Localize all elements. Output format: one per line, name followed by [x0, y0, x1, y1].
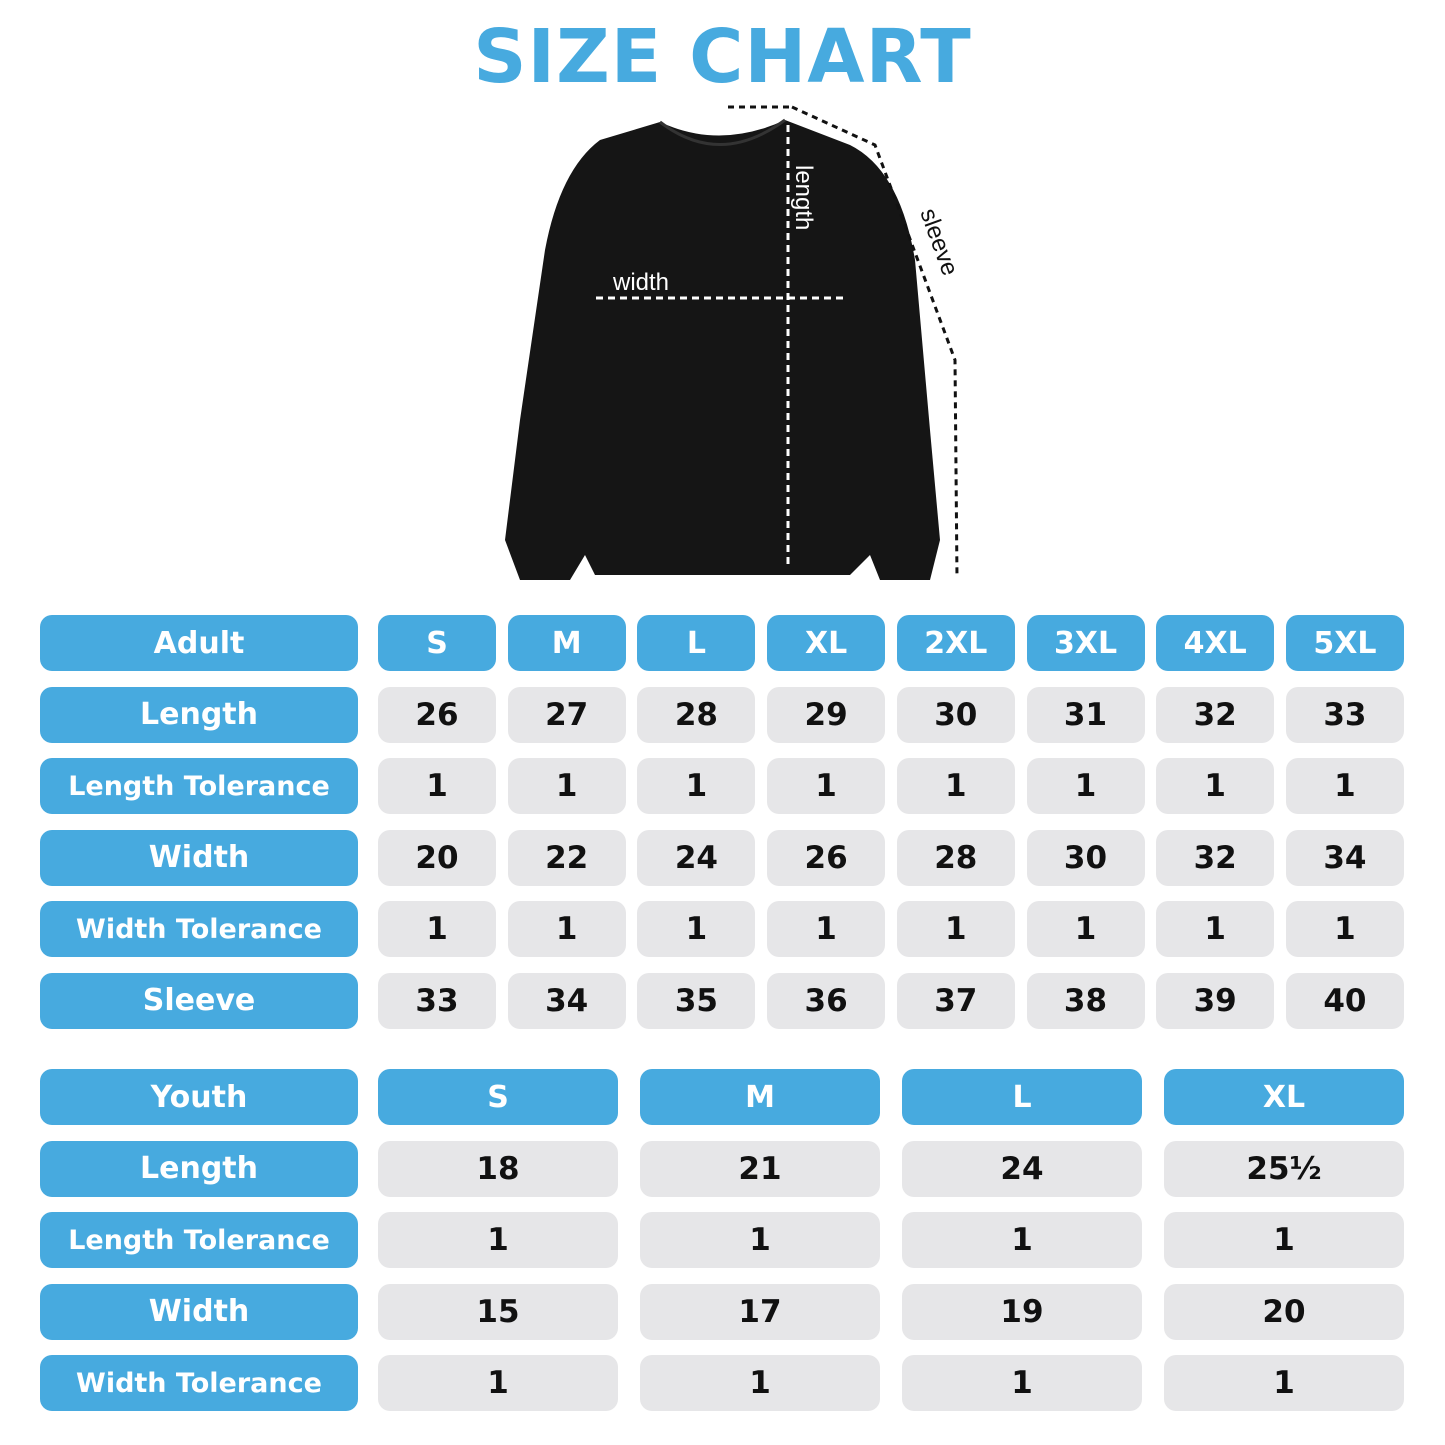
table-cell: 1 [767, 758, 886, 814]
sweater-diagram: width length sleeve [505, 105, 963, 580]
table-cell: 1 [1285, 758, 1404, 814]
table-cell: 27 [507, 686, 626, 743]
table-cell: 1 [1026, 758, 1145, 814]
row-label: Width Tolerance [40, 1355, 358, 1411]
table-cell: 24 [637, 829, 756, 886]
table-cell: 32 [1156, 829, 1275, 886]
table-cell: 20 [1164, 1283, 1404, 1340]
table-cell: 1 [640, 1355, 880, 1411]
table-cell: 37 [896, 972, 1015, 1029]
table-cell: 1 [378, 1212, 618, 1268]
table-cell: 1 [378, 1355, 618, 1411]
row-label: Length Tolerance [40, 1212, 358, 1268]
size-header: 3XL [1026, 615, 1145, 671]
row-label: Length [40, 1140, 358, 1197]
table-cell: 1 [1285, 901, 1404, 957]
table-cell: 30 [896, 686, 1015, 743]
size-header: M [640, 1069, 880, 1125]
table-cell: 32 [1156, 686, 1275, 743]
table-cell: 34 [507, 972, 626, 1029]
size-header: L [902, 1069, 1142, 1125]
table-cell: 1 [1164, 1212, 1404, 1268]
row-label: Width [40, 1283, 358, 1340]
table-cell: 1 [378, 758, 496, 814]
table-cell: 1 [1156, 901, 1275, 957]
table-cell: 33 [378, 972, 496, 1029]
size-header: S [378, 615, 496, 671]
table-cell: 1 [507, 901, 626, 957]
table-cell: 19 [902, 1283, 1142, 1340]
table-cell: 1 [1026, 901, 1145, 957]
table-cell: 1 [507, 758, 626, 814]
table-cell: 1 [378, 901, 496, 957]
youth-header: Youth [40, 1069, 358, 1125]
row-label: Length Tolerance [40, 758, 358, 814]
table-cell: 1 [767, 901, 886, 957]
table-cell: 1 [902, 1355, 1142, 1411]
table-cell: 22 [507, 829, 626, 886]
table-cell: 28 [637, 686, 756, 743]
table-cell: 33 [1285, 686, 1404, 743]
table-cell: 26 [767, 829, 886, 886]
row-label: Sleeve [40, 972, 358, 1029]
table-cell: 18 [378, 1140, 618, 1197]
table-cell: 17 [640, 1283, 880, 1340]
table-cell: 15 [378, 1283, 618, 1340]
table-cell: 1 [637, 758, 756, 814]
table-cell: 36 [767, 972, 886, 1029]
row-label: Width Tolerance [40, 901, 358, 957]
size-header: S [378, 1069, 618, 1125]
size-header: 5XL [1285, 615, 1404, 671]
table-cell: 35 [637, 972, 756, 1029]
size-header: M [507, 615, 626, 671]
size-header: 4XL [1156, 615, 1275, 671]
table-cell: 1 [637, 901, 756, 957]
table-cell: 30 [1026, 829, 1145, 886]
table-cell: 40 [1285, 972, 1404, 1029]
width-label: width [612, 269, 669, 296]
table-cell: 25½ [1164, 1140, 1404, 1197]
table-cell: 38 [1026, 972, 1145, 1029]
table-cell: 1 [896, 901, 1015, 957]
table-cell: 1 [640, 1212, 880, 1268]
table-cell: 1 [1164, 1355, 1404, 1411]
table-cell: 31 [1026, 686, 1145, 743]
row-label: Width [40, 829, 358, 886]
table-cell: 28 [896, 829, 1015, 886]
size-header: L [637, 615, 756, 671]
table-cell: 1 [902, 1212, 1142, 1268]
table-cell: 20 [378, 829, 496, 886]
length-label: length [790, 165, 817, 230]
table-cell: 34 [1285, 829, 1404, 886]
row-label: Length [40, 686, 358, 743]
size-header: 2XL [896, 615, 1015, 671]
adult-header: Adult [40, 615, 358, 671]
sweater-illustration [505, 120, 940, 580]
table-cell: 26 [378, 686, 496, 743]
table-cell: 24 [902, 1140, 1142, 1197]
size-header: XL [767, 615, 886, 671]
table-cell: 21 [640, 1140, 880, 1197]
table-cell: 39 [1156, 972, 1275, 1029]
table-cell: 1 [1156, 758, 1275, 814]
table-cell: 29 [767, 686, 886, 743]
table-cell: 1 [896, 758, 1015, 814]
size-header: XL [1164, 1069, 1404, 1125]
page-title: SIZE CHART [473, 14, 972, 100]
